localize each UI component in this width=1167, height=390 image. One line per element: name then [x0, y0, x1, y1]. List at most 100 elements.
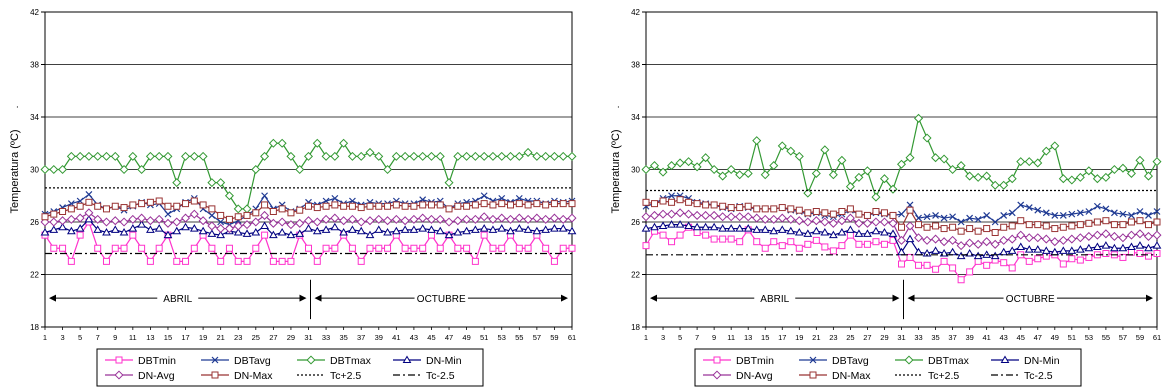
data-point: [1024, 245, 1034, 253]
data-point: [726, 212, 736, 222]
data-point: [1058, 174, 1068, 184]
x-tick-label: 45: [427, 333, 435, 342]
x-tick-label: 37: [357, 333, 365, 342]
x-tick-label: 21: [216, 333, 224, 342]
data-point: [277, 228, 287, 236]
data-point: [956, 161, 966, 171]
data-point: [66, 226, 76, 235]
data-point: [164, 202, 172, 210]
data-point: [471, 201, 479, 209]
data-point: [811, 226, 821, 235]
data-point: [1102, 205, 1110, 213]
data-point: [1128, 212, 1135, 219]
data-point: [949, 264, 957, 272]
data-point: [710, 235, 718, 243]
legend-marker: [809, 356, 817, 364]
data-point: [347, 214, 357, 224]
data-point: [828, 170, 838, 180]
data-point: [155, 244, 163, 252]
data-point: [898, 210, 905, 218]
data-point: [1024, 157, 1034, 167]
data-point: [559, 200, 567, 208]
data-point: [1126, 168, 1136, 178]
data-point: [871, 226, 881, 235]
data-point: [110, 151, 120, 161]
data-point: [990, 239, 1000, 249]
data-point: [990, 180, 1000, 190]
data-point: [207, 221, 217, 231]
x-tick-label: 23: [829, 333, 837, 342]
period-label: OCTUBRE: [1006, 294, 1055, 305]
data-point: [888, 229, 898, 237]
data-point: [444, 217, 454, 227]
data-point: [216, 178, 226, 188]
data-point: [922, 235, 932, 245]
data-point: [896, 159, 907, 169]
data-point: [667, 161, 677, 171]
data-point: [550, 224, 559, 232]
data-point: [312, 226, 322, 235]
data-point: [702, 231, 710, 239]
series-dn-max: [41, 197, 576, 223]
data-point: [198, 216, 208, 226]
data-point: [278, 257, 286, 265]
data-point: [726, 224, 736, 232]
data-point: [357, 204, 365, 212]
data-point: [991, 218, 999, 226]
data-point: [453, 151, 463, 161]
data-point: [182, 200, 190, 208]
data-point: [684, 221, 693, 229]
data-point: [558, 214, 568, 224]
data-point: [146, 225, 155, 233]
data-point: [436, 201, 444, 209]
data-point: [85, 191, 93, 198]
data-point: [454, 202, 462, 210]
data-point: [795, 206, 803, 214]
x-tick-label: 59: [1136, 333, 1144, 342]
data-point: [286, 230, 296, 239]
data-point: [277, 217, 287, 227]
y-tick-label: 42: [631, 8, 640, 17]
data-point: [1110, 221, 1118, 229]
data-point: [1093, 218, 1101, 226]
data-point: [365, 147, 375, 157]
data-point: [1076, 256, 1084, 264]
legend-item: Tc+2.5: [895, 370, 959, 382]
data-point: [735, 212, 745, 222]
data-point: [101, 151, 111, 161]
data-point: [515, 244, 523, 252]
data-point: [401, 244, 409, 252]
data-point: [675, 220, 685, 228]
legend-label: DBTavg: [832, 355, 869, 367]
data-point: [155, 197, 163, 205]
data-point: [375, 202, 383, 210]
data-point: [120, 244, 128, 252]
data-point: [559, 244, 567, 252]
data-point: [829, 210, 837, 218]
data-point: [550, 200, 558, 208]
data-point: [692, 222, 702, 231]
data-point: [49, 217, 59, 227]
legend-item: DBTavg: [799, 355, 869, 367]
data-point: [515, 200, 523, 208]
data-point: [966, 214, 974, 222]
legend-item: DBTmax: [895, 355, 970, 367]
data-point: [93, 225, 103, 233]
data-point: [668, 192, 675, 200]
data-point: [667, 209, 677, 219]
data-point: [409, 214, 419, 224]
data-point: [940, 257, 948, 265]
legend-label: DN-Max: [234, 370, 273, 382]
data-point: [366, 244, 374, 252]
data-point: [794, 228, 804, 236]
x-tick-label: 1: [43, 333, 47, 342]
data-point: [650, 222, 659, 231]
legend-label: Tc-2.5: [1024, 370, 1053, 382]
data-point: [718, 171, 728, 181]
data-point: [1007, 174, 1017, 184]
data-point: [49, 225, 59, 233]
period-label: ABRIL: [163, 294, 192, 305]
data-point: [58, 222, 67, 231]
legend-marker: [402, 355, 412, 363]
data-point: [391, 151, 401, 161]
